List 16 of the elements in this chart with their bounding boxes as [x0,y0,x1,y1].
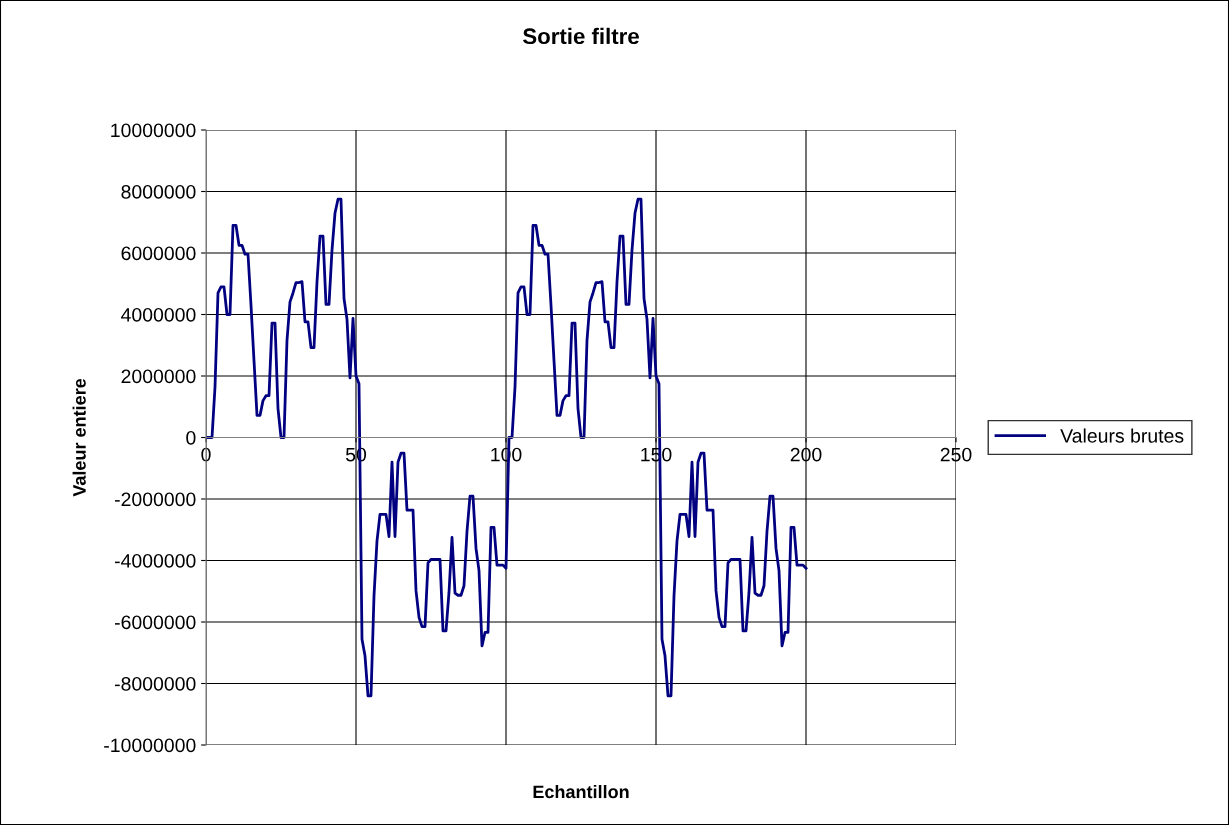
y-tick-label: -4000000 [114,553,196,568]
y-tick-label: 6000000 [121,246,196,261]
legend-label: Valeurs brutes [1060,428,1184,443]
x-tick-label: 0 [201,447,211,462]
y-tick-label: -6000000 [114,615,196,630]
y-tick-label: 4000000 [121,307,196,322]
y-tick-label: 8000000 [121,184,196,199]
y-tick-label: 2000000 [121,369,196,384]
y-axis-title: Valeur entiere [72,378,86,497]
y-tick-label: 10000000 [111,123,196,138]
y-tick-label: -8000000 [114,676,196,691]
y-tick-label: -10000000 [104,738,196,753]
y-tick-label: -2000000 [114,492,196,507]
y-tick-label: 0 [186,430,196,445]
x-axis-title: Echantillon [533,784,629,799]
chart-title: Sortie filtre [522,27,639,45]
